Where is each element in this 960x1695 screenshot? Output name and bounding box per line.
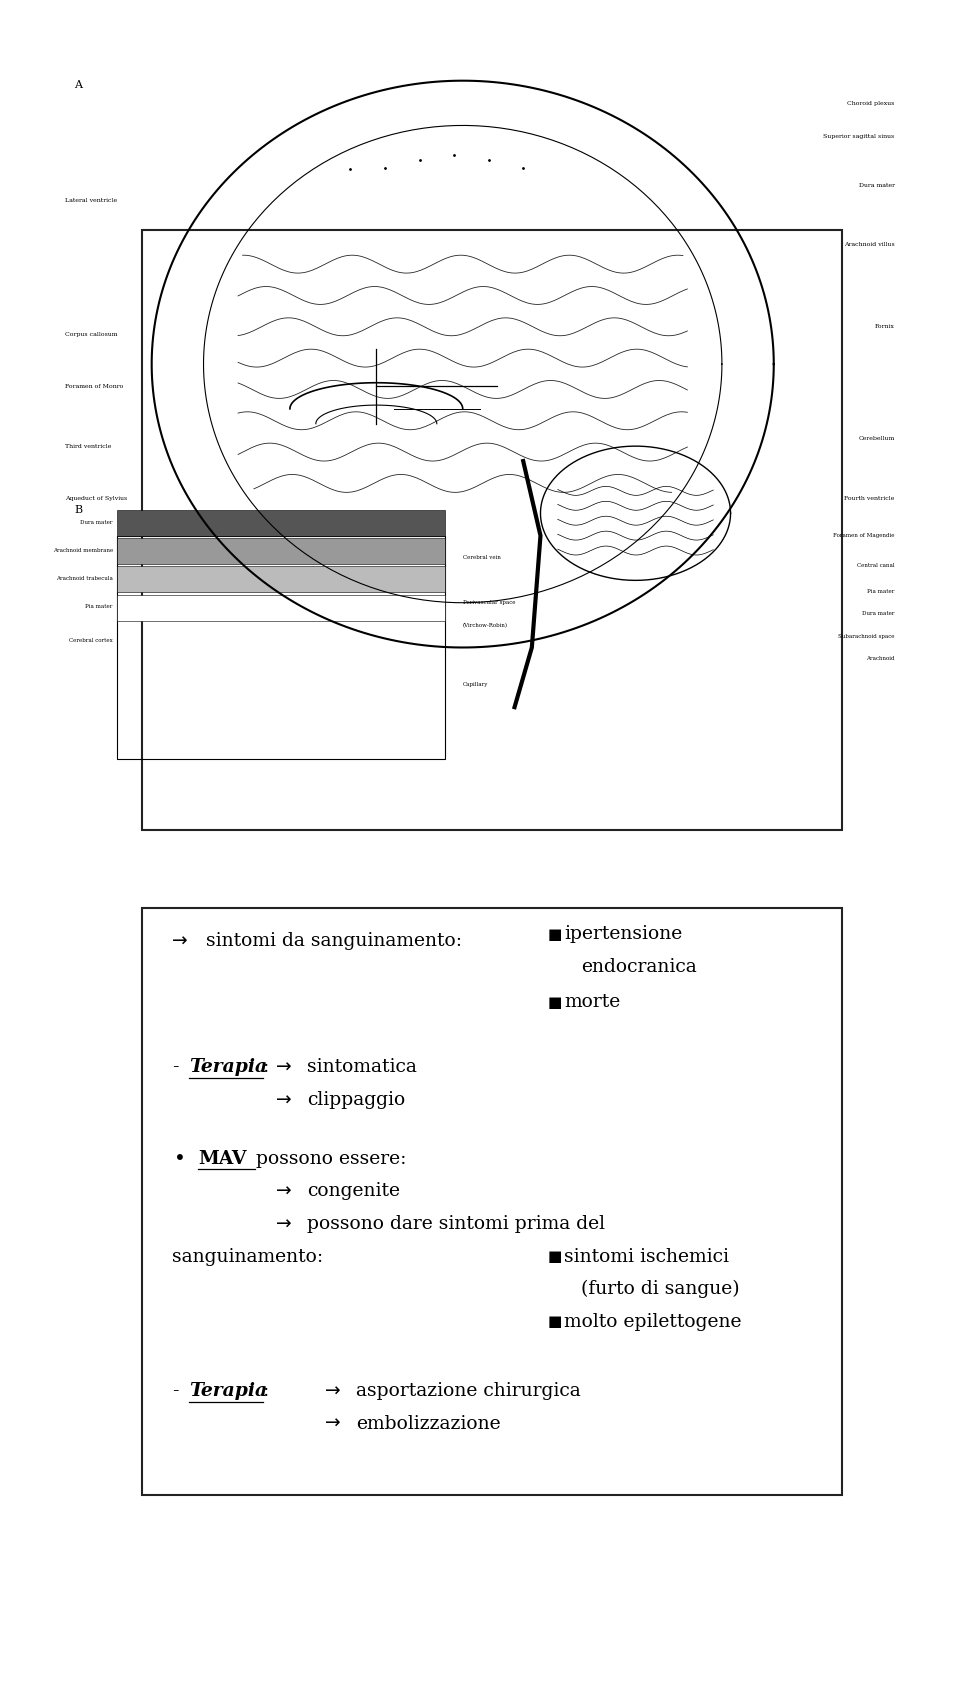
Text: Terapia: Terapia xyxy=(189,1381,267,1400)
Text: ■: ■ xyxy=(548,927,563,942)
Text: sintomi da sanguinamento:: sintomi da sanguinamento: xyxy=(205,932,462,949)
Text: Arachnoid trabecula: Arachnoid trabecula xyxy=(56,576,113,581)
Text: embolizzazione: embolizzazione xyxy=(356,1415,500,1432)
Text: Arachnoid membrane: Arachnoid membrane xyxy=(53,547,113,553)
Text: Corpus callosum: Corpus callosum xyxy=(65,332,118,337)
Bar xyxy=(117,510,445,536)
Text: Arachnoid villus: Arachnoid villus xyxy=(844,242,895,247)
Text: ■: ■ xyxy=(548,1249,563,1264)
Bar xyxy=(117,595,445,620)
Bar xyxy=(117,537,445,564)
Text: Pia mater: Pia mater xyxy=(85,603,113,609)
Text: (furto di sangue): (furto di sangue) xyxy=(581,1280,740,1298)
Text: →: → xyxy=(172,931,188,951)
Text: Cerebral cortex: Cerebral cortex xyxy=(69,637,113,642)
Text: morte: morte xyxy=(564,993,620,1012)
Text: A: A xyxy=(74,80,82,90)
Text: endocranica: endocranica xyxy=(581,958,697,976)
Text: Terapia: Terapia xyxy=(189,1058,267,1076)
Text: •: • xyxy=(174,1149,185,1168)
Text: ■: ■ xyxy=(548,1314,563,1329)
Text: -: - xyxy=(172,1381,179,1400)
Text: congenite: congenite xyxy=(307,1183,400,1200)
Text: molto epilettogene: molto epilettogene xyxy=(564,1314,742,1331)
Text: Dura mater: Dura mater xyxy=(862,612,895,617)
Text: Cerebral vein: Cerebral vein xyxy=(463,556,500,561)
Text: Fourth ventricle: Fourth ventricle xyxy=(845,497,895,500)
Text: -: - xyxy=(172,1058,179,1076)
Text: Aqueduct of Sylvius: Aqueduct of Sylvius xyxy=(65,497,128,500)
FancyBboxPatch shape xyxy=(142,909,842,1495)
Text: sanguinamento:: sanguinamento: xyxy=(172,1248,324,1266)
Text: Dura mater: Dura mater xyxy=(81,520,113,525)
Text: Fornix: Fornix xyxy=(875,324,895,329)
Text: possono dare sintomi prima del: possono dare sintomi prima del xyxy=(307,1215,606,1232)
Text: Perivascular space: Perivascular space xyxy=(463,600,516,605)
Text: Cerebellum: Cerebellum xyxy=(858,436,895,441)
Text: Dura mater: Dura mater xyxy=(859,183,895,188)
Text: :: : xyxy=(263,1058,269,1076)
Text: Foramen of Magendie: Foramen of Magendie xyxy=(833,534,895,537)
Bar xyxy=(117,536,445,759)
Text: Superior sagittal sinus: Superior sagittal sinus xyxy=(824,134,895,139)
Text: Capillary: Capillary xyxy=(463,683,488,686)
Text: →: → xyxy=(276,1090,292,1110)
Text: possono essere:: possono essere: xyxy=(256,1149,406,1168)
FancyBboxPatch shape xyxy=(142,229,842,831)
Text: Pia mater: Pia mater xyxy=(867,590,895,593)
Text: →: → xyxy=(276,1058,292,1076)
Bar xyxy=(117,566,445,592)
Text: Subarachnoid space: Subarachnoid space xyxy=(838,634,895,639)
Text: Arachnoid: Arachnoid xyxy=(866,656,895,661)
Text: →: → xyxy=(324,1414,341,1434)
Text: Choroid plexus: Choroid plexus xyxy=(848,100,895,105)
Text: →: → xyxy=(276,1215,292,1234)
Text: sintomatica: sintomatica xyxy=(307,1058,418,1076)
Text: ■: ■ xyxy=(548,995,563,1010)
Text: sintomi ischemici: sintomi ischemici xyxy=(564,1248,730,1266)
Text: Foramen of Monro: Foramen of Monro xyxy=(65,385,124,388)
Text: ipertensione: ipertensione xyxy=(564,925,683,944)
Text: asportazione chirurgica: asportazione chirurgica xyxy=(356,1381,581,1400)
Text: clippaggio: clippaggio xyxy=(307,1092,406,1109)
Text: Central canal: Central canal xyxy=(857,563,895,568)
Text: →: → xyxy=(324,1381,341,1400)
Text: (Virchow-Robin): (Virchow-Robin) xyxy=(463,622,508,627)
Text: :: : xyxy=(263,1381,269,1400)
Text: →: → xyxy=(276,1181,292,1200)
Text: MAV: MAV xyxy=(198,1149,247,1168)
Text: Lateral ventricle: Lateral ventricle xyxy=(65,198,117,202)
Text: Third ventricle: Third ventricle xyxy=(65,444,111,449)
Text: B: B xyxy=(74,505,82,515)
